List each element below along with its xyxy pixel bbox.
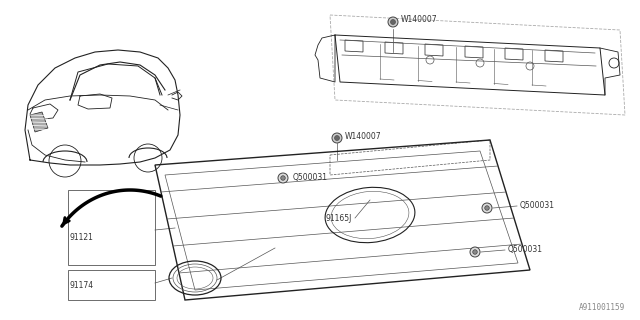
- Circle shape: [473, 250, 477, 254]
- Circle shape: [470, 247, 480, 257]
- Text: 91121: 91121: [70, 233, 94, 242]
- Circle shape: [484, 206, 489, 210]
- Circle shape: [335, 135, 339, 140]
- Text: W140007: W140007: [345, 132, 381, 140]
- Polygon shape: [30, 112, 48, 132]
- Text: Q500031: Q500031: [520, 201, 555, 210]
- Text: 91174: 91174: [70, 281, 94, 290]
- Circle shape: [281, 176, 285, 180]
- Circle shape: [388, 17, 398, 27]
- Circle shape: [482, 203, 492, 213]
- Text: W140007: W140007: [401, 14, 438, 23]
- Circle shape: [332, 133, 342, 143]
- Text: Q500031: Q500031: [293, 172, 328, 181]
- Text: Q500031: Q500031: [508, 244, 543, 253]
- Circle shape: [390, 20, 396, 25]
- Text: A911001159: A911001159: [579, 303, 625, 312]
- Circle shape: [278, 173, 288, 183]
- Text: 91165J: 91165J: [326, 213, 353, 222]
